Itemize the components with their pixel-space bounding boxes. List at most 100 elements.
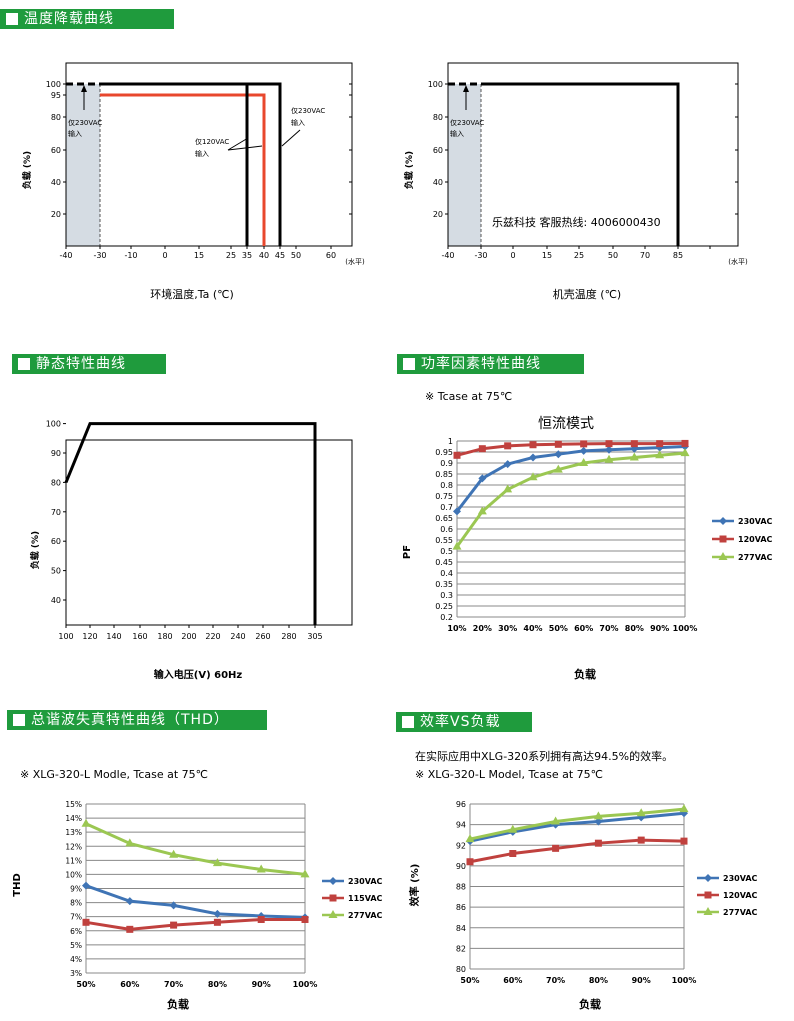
x-tick-label: 40%: [523, 624, 542, 633]
series-120vac-point: [681, 439, 689, 447]
series-230vac-point: [213, 909, 222, 918]
x-tick-label: 200: [181, 632, 196, 641]
series-120vac-point: [504, 442, 512, 450]
series-277vac-point: [169, 849, 179, 858]
legend-marker: [703, 907, 713, 915]
series-277vac-point: [679, 804, 689, 813]
series-230vac-point: [169, 901, 178, 910]
annotation-label: 仅230VAC: [450, 118, 484, 127]
x-axis-title: 负载: [579, 997, 601, 1011]
x-tick-label: 70: [640, 251, 650, 260]
section-title: 效率VS负载: [420, 714, 501, 730]
section-title: 功率因素特性曲线: [421, 356, 541, 372]
annotation-label: 输入: [291, 118, 305, 127]
legend-marker: [704, 874, 712, 882]
series-277vac-point: [680, 448, 690, 457]
legend-label: 120VAC: [738, 535, 773, 544]
series-277vac-line: [455, 451, 686, 548]
series-277vac-point: [579, 458, 589, 466]
series-120vac-line: [100, 93, 266, 246]
x-tick-label: 20%: [473, 624, 492, 633]
y-tick-label: 60: [51, 146, 61, 155]
y-tick-label: 100: [428, 80, 443, 89]
series-230vac-point: [82, 881, 90, 890]
y-tick-label: 0.5: [440, 547, 453, 556]
legend-label: 277VAC: [723, 908, 758, 917]
y-tick-label: 60: [433, 146, 443, 155]
arrow-head: [81, 85, 87, 92]
y-tick-label: 13%: [65, 828, 82, 837]
x-tick-label: 25: [574, 251, 584, 260]
series-277vac-point: [212, 858, 222, 867]
x-tick-label: -40: [59, 251, 72, 260]
derating-line: [481, 82, 680, 246]
y-tick-label: 7%: [70, 913, 82, 922]
x-tick-label: 15: [542, 251, 552, 260]
section-header-derating: 温度降载曲线: [0, 9, 174, 29]
y-tick-label: 94: [456, 821, 466, 830]
x-axis-title: 输入电压(V) 60Hz: [154, 668, 243, 681]
y-tick-label: 96: [456, 800, 466, 809]
series-115vac-point: [126, 925, 134, 933]
y-tick-label: 80: [51, 113, 61, 122]
series-277vac-point: [553, 464, 563, 473]
x-tick-label: 15: [194, 251, 204, 260]
x-tick-label: 280: [281, 632, 296, 641]
y-tick-label: 90: [456, 862, 466, 871]
legend-marker: [719, 517, 727, 525]
legend-marker: [704, 891, 712, 899]
y-tick-label: 82: [456, 944, 466, 953]
x-tick-label: 180: [157, 632, 172, 641]
y-axis-title: 效率 (%): [408, 864, 421, 907]
series-277vac-point: [503, 484, 513, 493]
x-tick-label: 50%: [460, 976, 479, 985]
y-tick-label: 8%: [70, 899, 82, 908]
series-230vac-point: [594, 817, 603, 826]
y-tick-label: 80: [456, 965, 466, 974]
thd-note: ※ XLG-320-L Modle, Tcase at 75℃: [20, 768, 209, 781]
series-120vac-point: [478, 445, 486, 453]
series-277vac-line: [469, 807, 685, 841]
x-tick-label: 70%: [546, 976, 565, 985]
y-tick-label: 0.2: [440, 613, 453, 622]
y-tick-label: 70: [51, 508, 61, 517]
series-120vac-point: [509, 850, 517, 857]
y-tick-label: 84: [456, 924, 466, 933]
hotline-text: 乐兹科技 客服热线: 4006000430: [492, 215, 661, 229]
series-230vac-point: [503, 460, 512, 469]
y-tick-label: 3%: [70, 969, 82, 978]
series-230vac-point: [453, 507, 461, 516]
series-120vac-point: [605, 440, 613, 448]
y-tick-label: 0.8: [440, 481, 453, 490]
y-tick-label: 0.95: [435, 448, 453, 457]
annotation-arrow: [227, 137, 249, 151]
x-tick-label: 35: [242, 251, 252, 260]
series-120vac-point: [466, 858, 474, 866]
series-120vac-point: [552, 844, 560, 852]
x-tick-label: 140: [106, 632, 121, 641]
y-tick-label: 9%: [70, 885, 82, 894]
series-120vac-point: [453, 451, 461, 459]
series-277vac-point: [551, 816, 561, 825]
series-115vac-point: [82, 918, 90, 926]
annotation-label: 输入: [450, 129, 464, 138]
y-tick-label: 90: [51, 449, 61, 458]
y-tick-label: 50: [51, 567, 61, 576]
section-header-static: 静态特性曲线: [12, 354, 166, 374]
series-230vac-line: [100, 82, 282, 246]
shaded-region: [448, 84, 481, 246]
y-tick-label: 92: [456, 841, 466, 850]
x-tick-label: 70%: [599, 624, 618, 633]
x-tick-label: 160: [132, 632, 147, 641]
series-115vac-line: [85, 917, 305, 931]
x-tick-label: 60%: [503, 976, 522, 985]
series-230vac-point: [605, 445, 613, 454]
section-title: 温度降载曲线: [24, 11, 114, 27]
y-tick-label: 12%: [65, 842, 82, 851]
annotation-label: 仅230VAC: [68, 118, 102, 127]
series-120vac-point: [637, 836, 645, 844]
legend-marker: [329, 877, 337, 885]
x-tick-label: 60%: [120, 980, 139, 989]
x-tick-label: 90%: [632, 976, 651, 985]
y-tick-label: 0.3: [440, 591, 453, 600]
